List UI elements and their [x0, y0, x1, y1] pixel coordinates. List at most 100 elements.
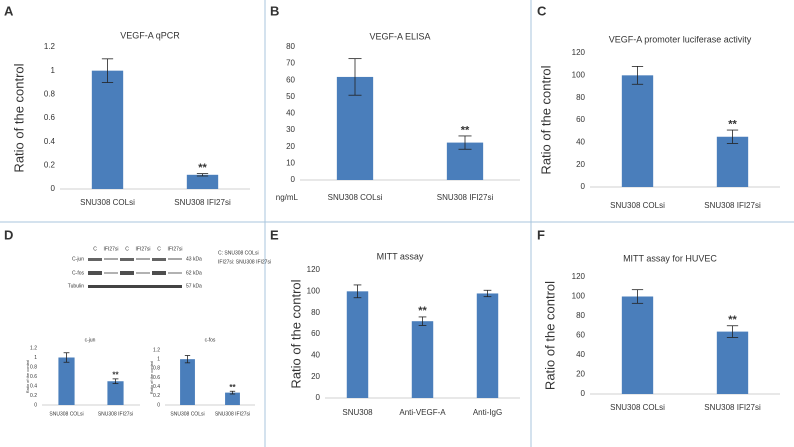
bar — [476, 293, 499, 398]
y-tick-label: 0.6 — [44, 113, 56, 122]
x-tick-label: SNU308 IFI27si — [98, 411, 133, 417]
error-bar — [353, 284, 362, 299]
y-axis-label: Ratio of the control — [538, 65, 553, 174]
y-tick-label: 40 — [311, 350, 320, 359]
lane-label: IFI27si — [135, 246, 150, 252]
lane-label: C — [157, 246, 161, 252]
bar — [107, 381, 124, 405]
bar — [346, 291, 369, 398]
error-bar — [483, 289, 492, 298]
x-tick-label: SNU308 IFI27si — [174, 198, 231, 207]
y-tick-label: 80 — [576, 311, 585, 320]
error-bar — [726, 129, 739, 144]
chart-title: MITT assay for HUVEC — [623, 253, 717, 263]
bar — [716, 331, 749, 394]
bar — [621, 296, 654, 394]
significance: ** — [728, 118, 737, 130]
y-tick-label: 1.2 — [30, 345, 37, 351]
significance: ** — [728, 314, 737, 326]
x-tick-label: SNU308 COLsi — [170, 411, 204, 417]
y-tick-label: 120 — [572, 48, 586, 57]
chart-title: c-fos — [205, 337, 216, 343]
y-tick-label: 0 — [51, 184, 56, 193]
y-tick-label: 0.2 — [153, 393, 160, 399]
y-tick-label: 60 — [286, 75, 295, 84]
error-bar — [458, 135, 472, 150]
bar — [411, 321, 434, 398]
y-tick-label: 0.4 — [44, 137, 56, 146]
panel-letter: F — [537, 227, 545, 242]
y-tick-label: 0.8 — [153, 366, 160, 372]
chart-title: c-jun — [85, 337, 96, 343]
x-tick-label: SNU308 COLsi — [328, 193, 383, 202]
y-tick-label: 20 — [286, 142, 295, 151]
error-bar — [101, 58, 114, 83]
western-blot — [88, 258, 182, 288]
bar — [58, 357, 75, 405]
x-tick-label: SNU308 COLsi — [49, 411, 83, 417]
error-bar — [63, 352, 70, 363]
panel-letter: D — [4, 227, 13, 242]
y-tick-label: 40 — [576, 137, 585, 146]
y-axis-label: Ratio of the control — [25, 360, 30, 394]
bar — [621, 75, 654, 187]
lane-label: IFI27si — [103, 246, 118, 252]
y-tick-label: 0.2 — [30, 393, 37, 399]
panel-letter: C — [537, 3, 547, 18]
y-tick-label: 0.8 — [44, 89, 56, 98]
y-tick-label: 60 — [576, 331, 585, 340]
error-bar — [348, 58, 362, 96]
blot-legend: IFI27si: SNU308 IFI27si — [218, 259, 271, 265]
y-tick-label: 0 — [291, 175, 296, 184]
y-tick-label: 70 — [286, 59, 295, 68]
panel-letter: A — [4, 3, 14, 18]
y-unit-label: ng/mL — [276, 193, 299, 202]
y-axis-label: Ratio of the control — [149, 361, 154, 395]
significance: ** — [461, 124, 470, 136]
x-tick-label: SNU308 COLsi — [80, 198, 135, 207]
y-tick-label: 120 — [307, 265, 321, 274]
y-tick-label: 100 — [572, 292, 586, 301]
x-tick-label: SNU308 COLsi — [610, 403, 665, 412]
y-tick-label: 1 — [51, 66, 56, 75]
error-bar — [229, 390, 236, 395]
significance: ** — [418, 305, 427, 317]
x-tick-label: SNU308 IFI27si — [437, 193, 494, 202]
y-tick-label: 0.8 — [30, 364, 37, 370]
y-tick-label: 0.6 — [30, 374, 37, 380]
y-axis-label: Ratio of the control — [542, 281, 557, 390]
y-tick-label: 0.4 — [153, 384, 160, 390]
blot-size-label: 57 kDa — [186, 283, 202, 289]
blot-size-label: 43 kDa — [186, 256, 202, 262]
y-tick-label: 80 — [286, 42, 295, 51]
blot-legend: C: SNU308 COLsi — [218, 250, 259, 256]
error-bar — [726, 325, 739, 338]
y-tick-label: 100 — [307, 286, 321, 295]
error-bar — [631, 66, 644, 85]
y-tick-label: 20 — [576, 160, 585, 169]
y-tick-label: 10 — [286, 158, 295, 167]
error-bar — [418, 316, 427, 326]
y-tick-label: 120 — [572, 272, 586, 281]
x-tick-label: Anti-IgG — [473, 408, 502, 417]
y-tick-label: 1.2 — [44, 42, 56, 51]
panel-letter: E — [270, 227, 279, 242]
chart-title: VEGF-A ELISA — [369, 31, 430, 41]
x-tick-label: SNU308 COLsi — [610, 201, 665, 210]
panel-letter: B — [270, 3, 279, 18]
x-tick-label: Anti-VEGF-A — [399, 408, 446, 417]
bar — [186, 174, 219, 189]
y-tick-label: 1 — [157, 356, 160, 362]
x-tick-label: SNU308 — [342, 408, 373, 417]
significance: ** — [198, 162, 207, 174]
y-tick-label: 0.2 — [44, 160, 56, 169]
y-tick-label: 0 — [34, 402, 37, 408]
y-tick-label: 0 — [581, 182, 586, 191]
error-bar — [631, 289, 644, 304]
error-bar — [112, 378, 119, 385]
y-tick-label: 60 — [311, 329, 320, 338]
x-tick-label: SNU308 IFI27si — [704, 201, 761, 210]
y-tick-label: 80 — [311, 308, 320, 317]
